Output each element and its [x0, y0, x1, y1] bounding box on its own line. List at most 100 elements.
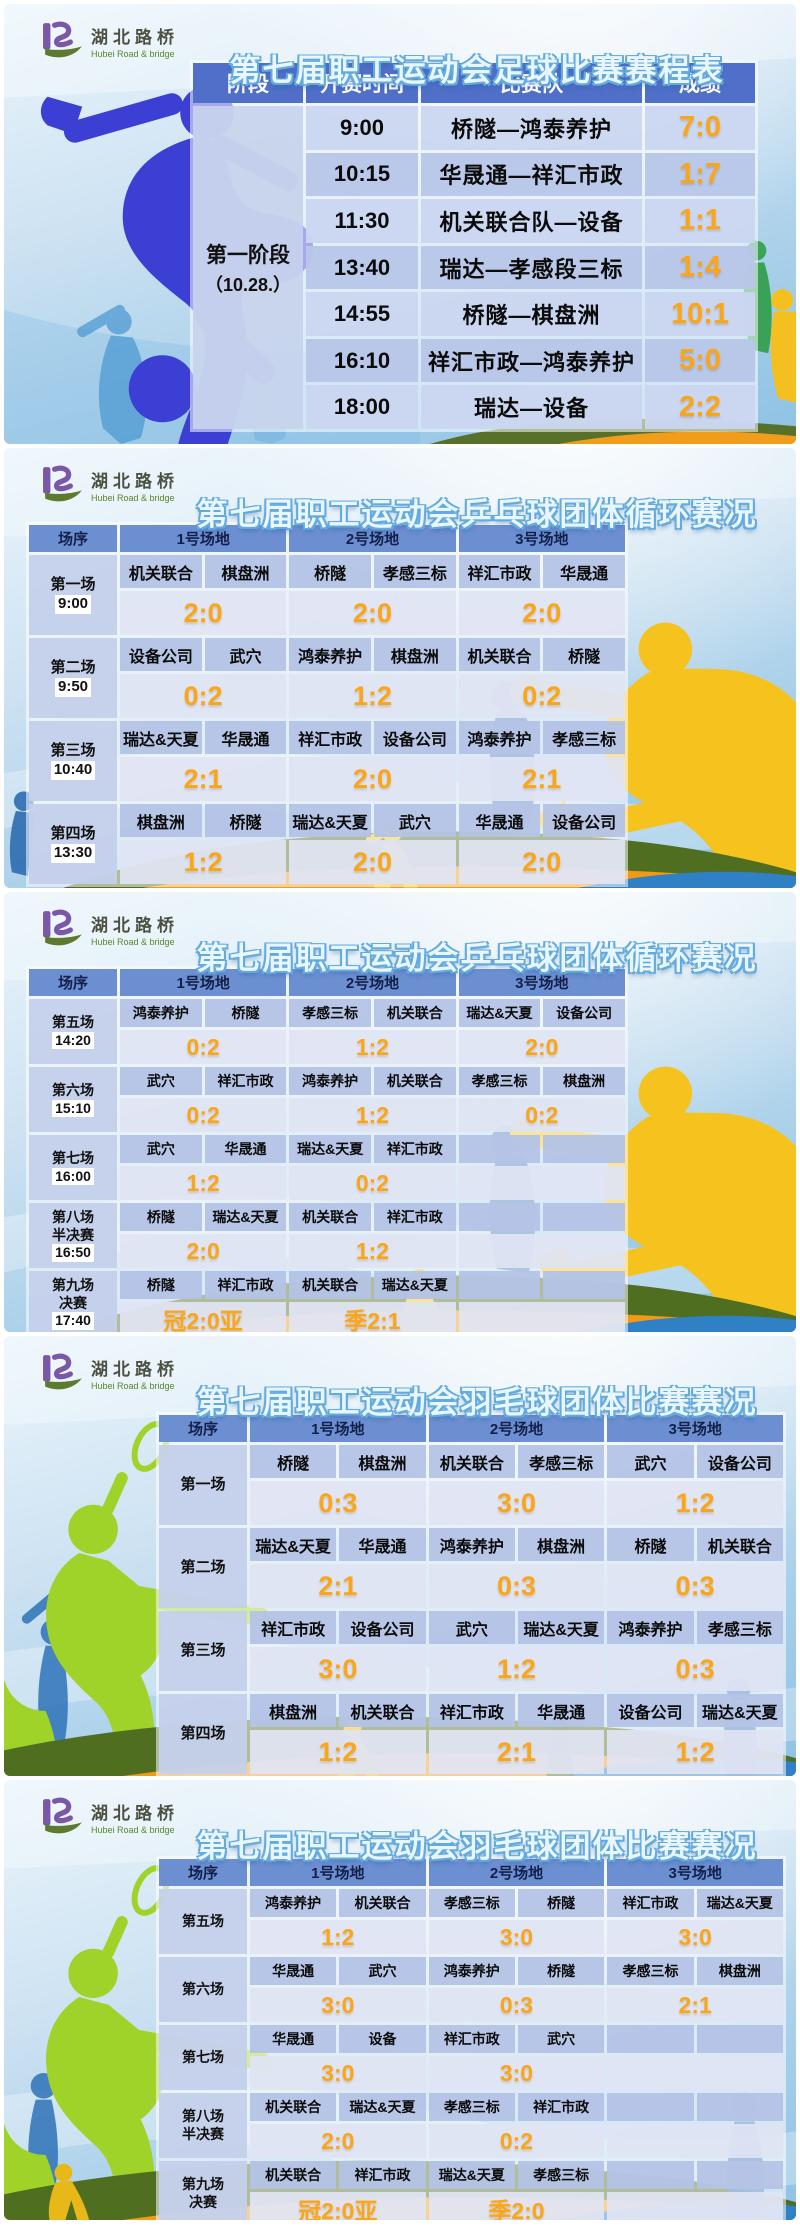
- match-row: 第六场 15:10 武穴 祥汇市政 0:2 鸿泰养护 机关联合 1:2 孝感三标…: [29, 1067, 625, 1132]
- match-teams: 瑞达—孝感段三标: [421, 245, 642, 290]
- header-court-3: 3号场地: [458, 525, 625, 552]
- match-score: 2:1: [458, 757, 625, 801]
- logo-text-en: Hubei Road & bridge: [91, 49, 175, 59]
- match-time: 13:30: [50, 844, 96, 863]
- match-sequence-cell: 第七场: [159, 2025, 247, 2090]
- match-sequence-cell: 第六场: [159, 1957, 247, 2022]
- team-b: 华晟通: [204, 721, 287, 754]
- match-score: 季2:1: [289, 1302, 456, 1332]
- court-1-match: 桥隧 祥汇市政 冠2:0亚: [120, 1271, 287, 1332]
- team-a: 武穴: [120, 1135, 202, 1163]
- team-b: 桥隧: [543, 638, 625, 671]
- match-label: 第五场: [52, 1014, 94, 1030]
- team-b: 瑞达&天夏: [339, 2093, 426, 2121]
- match-score: 2:1: [607, 1988, 783, 2022]
- match-sequence-cell: 第九场 决赛: [159, 2161, 247, 2220]
- match-row: 第一场 9:00 机关联合 棋盘洲 2:0 桥隧 孝感三标 2:0 祥汇市政 华…: [29, 555, 625, 635]
- match-score: 2:0: [458, 840, 625, 884]
- header-score: 成绩: [645, 63, 755, 103]
- match-score: 0:3: [428, 1988, 605, 2022]
- match-row: 第五场 14:20 鸿泰养护 桥隧 0:2 孝感三标 机关联合 1:2 瑞达&天…: [29, 999, 625, 1064]
- team-b: 桥隧: [517, 1889, 605, 1917]
- table-header-row: 场序 1号场地 2号场地 3号场地: [159, 1859, 783, 1886]
- team-b: 祥汇市政: [204, 1271, 287, 1299]
- team-b: 设备公司: [543, 804, 625, 837]
- court-2-match: 鸿泰养护 棋盘洲 0:3: [428, 1528, 605, 1608]
- match-time: 16:00: [52, 1167, 94, 1185]
- team-a: 祥汇市政: [289, 721, 371, 754]
- match-row: 第一场 桥隧 棋盘洲 0:3 机关联合 孝感三标 3:0 武穴 设备公司 1:2: [159, 1445, 783, 1525]
- team-b: 机关联合: [373, 1067, 456, 1095]
- match-sequence-cell: 第五场: [159, 1889, 247, 1954]
- section-title: 第七届职工运动会乒乓球团体循环赛况: [196, 496, 758, 532]
- company-logo: 湖北路桥 Hubei Road & bridge: [42, 908, 179, 950]
- match-label: 第一场: [50, 576, 96, 594]
- court-1-match: 机关联合 瑞达&天夏 2:0: [250, 2093, 426, 2158]
- logo-text-cn: 湖北路桥: [91, 1360, 179, 1379]
- match-sequence-cell: 第六场 15:10: [29, 1067, 117, 1132]
- court-3-match: [458, 1271, 625, 1332]
- match-time: 10:40: [50, 761, 96, 780]
- sports-results-poster: 湖北路桥 Hubei Road & bridge 第七届职工运动会足球比赛赛程表…: [0, 4, 800, 2220]
- team-a: 机关联合: [289, 1203, 371, 1231]
- court-3-match: 机关联合 桥隧 0:2: [458, 638, 625, 718]
- company-logo: 湖北路桥 Hubei Road & bridge: [42, 464, 179, 506]
- pingpong-results-board-2: 湖北路桥 Hubei Road & bridge 第七届职工运动会乒乓球团体循环…: [4, 892, 796, 1332]
- football-schedule-board: 湖北路桥 Hubei Road & bridge 第七届职工运动会足球比赛赛程表…: [4, 4, 796, 444]
- team-a: 桥隧: [289, 555, 371, 588]
- company-logo: 湖北路桥 Hubei Road & bridge: [42, 20, 179, 62]
- match-score: 1:2: [289, 674, 456, 718]
- team-b: 瑞达&天夏: [373, 1271, 456, 1299]
- match-score: 0:3: [607, 1647, 783, 1691]
- team-a: 鸿泰养护: [428, 1528, 515, 1561]
- court-3-match: 设备公司 瑞达&天夏 1:2: [607, 1694, 783, 1774]
- team-b: 孝感三标: [373, 555, 456, 588]
- match-score: 1:2: [120, 1166, 287, 1200]
- match-teams: 瑞达—设备: [421, 385, 642, 430]
- match-label: 第五场: [182, 1912, 224, 1929]
- match-time: 18:00: [306, 385, 418, 430]
- team-a: 孝感三标: [428, 1889, 515, 1917]
- court-2-match: 武穴 瑞达&天夏 1:2: [428, 1611, 605, 1691]
- table-header-row: 场序 1号场地 2号场地 3号场地: [159, 1415, 783, 1442]
- match-score: 1:2: [428, 1647, 605, 1691]
- badminton-results-table-2: 场序 1号场地 2号场地 3号场地 第五场 鸿泰养护 机关联合 1:2 孝感三标…: [156, 1856, 786, 2220]
- match-label: 第三场: [50, 742, 96, 760]
- match-time: 9:00: [54, 595, 92, 614]
- court-3-match: [458, 1135, 625, 1200]
- match-row: 第六场 华晟通 武穴 3:0 鸿泰养护 桥隧 0:3 孝感三标 棋盘洲 2:1: [159, 1957, 783, 2022]
- team-a: 机关联合: [289, 1271, 371, 1299]
- match-score: 1:2: [289, 1030, 456, 1064]
- header-court-1: 1号场地: [250, 1859, 426, 1886]
- team-a: 设备公司: [607, 1694, 694, 1727]
- match-score: [458, 1302, 625, 1332]
- match-label: 第二场: [180, 1558, 226, 1576]
- match-score: [458, 1166, 625, 1200]
- court-2-match: 瑞达&天夏 孝感三标 季2:0: [428, 2161, 605, 2220]
- court-1-match: 华晟通 武穴 3:0: [250, 1957, 426, 2022]
- match-score: 3:0: [250, 2056, 426, 2090]
- team-a: 机关联合: [250, 2093, 337, 2121]
- court-3-match: 华晟通 设备公司 2:0: [458, 804, 625, 884]
- team-b: 机关联合: [339, 1889, 426, 1917]
- match-score: 1:2: [250, 1920, 426, 1954]
- court-3-match: [607, 2161, 783, 2220]
- match-stage-label: 决赛: [189, 2193, 217, 2210]
- table-header-row: 场序 1号场地 2号场地 3号场地: [29, 525, 625, 552]
- team-a: 瑞达&天夏: [458, 999, 541, 1027]
- match-label: 第九场: [182, 2176, 224, 2192]
- match-time: 10:15: [306, 152, 418, 197]
- court-2-match: 孝感三标 桥隧 3:0: [428, 1889, 605, 1954]
- team-b: 棋盘洲: [339, 1445, 426, 1478]
- match-score: [458, 1234, 625, 1268]
- team-a: [607, 2161, 694, 2189]
- logo-text-cn: 湖北路桥: [91, 472, 179, 491]
- section-title: 第七届职工运动会乒乓球团体循环赛况: [196, 940, 758, 976]
- match-sequence-cell: 第四场: [159, 1694, 247, 1774]
- team-b: 桥隧: [204, 804, 287, 837]
- header-court-2: 2号场地: [428, 1415, 605, 1442]
- team-a: 孝感三标: [428, 2093, 515, 2121]
- match-score: 1:2: [607, 1481, 783, 1525]
- team-b: 孝感三标: [517, 2161, 605, 2189]
- match-stage-label: 半决赛: [52, 1226, 94, 1243]
